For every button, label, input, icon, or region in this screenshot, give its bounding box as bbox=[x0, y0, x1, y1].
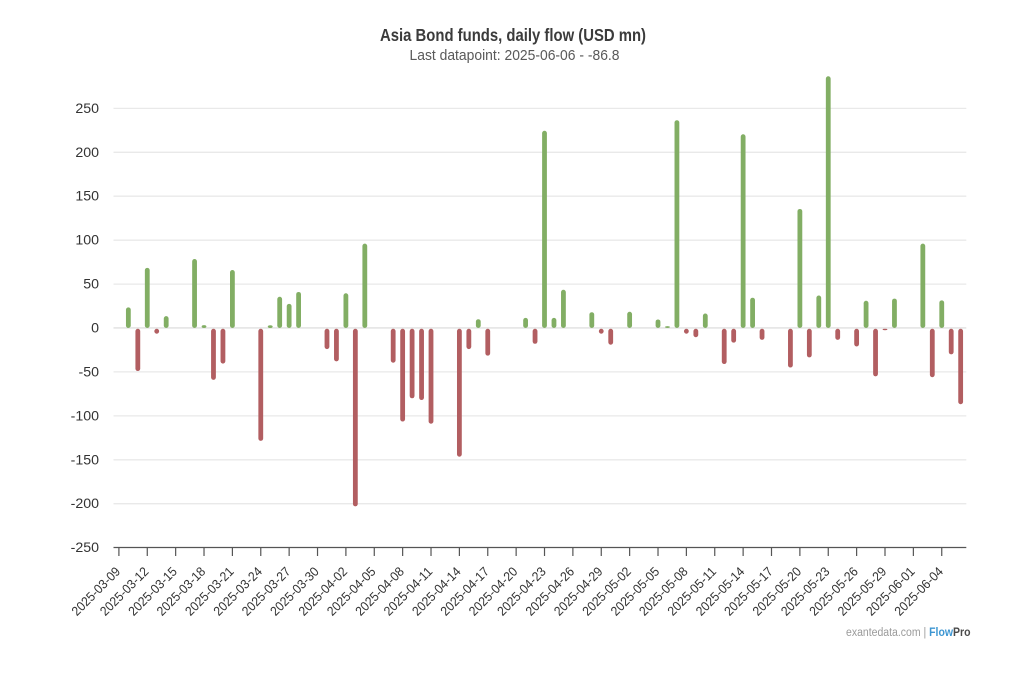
svg-text:50: 50 bbox=[83, 277, 99, 293]
svg-text:-150: -150 bbox=[71, 452, 100, 468]
svg-text:-250: -250 bbox=[71, 540, 100, 556]
svg-text:250: 250 bbox=[75, 101, 99, 117]
svg-text:150: 150 bbox=[75, 189, 99, 205]
svg-text:0: 0 bbox=[91, 321, 99, 337]
svg-text:100: 100 bbox=[75, 233, 99, 249]
svg-text:-100: -100 bbox=[71, 408, 100, 424]
svg-text:-200: -200 bbox=[71, 496, 100, 512]
svg-text:exantedata.com | FlowPro: exantedata.com | FlowPro bbox=[846, 627, 970, 639]
svg-text:200: 200 bbox=[75, 145, 99, 161]
svg-text:Last datapoint: 2025-06-06 - -: Last datapoint: 2025-06-06 - -86.8 bbox=[410, 47, 620, 64]
svg-text:Asia Bond funds, daily flow (U: Asia Bond funds, daily flow (USD mn) bbox=[380, 25, 646, 45]
svg-text:-50: -50 bbox=[78, 364, 99, 380]
